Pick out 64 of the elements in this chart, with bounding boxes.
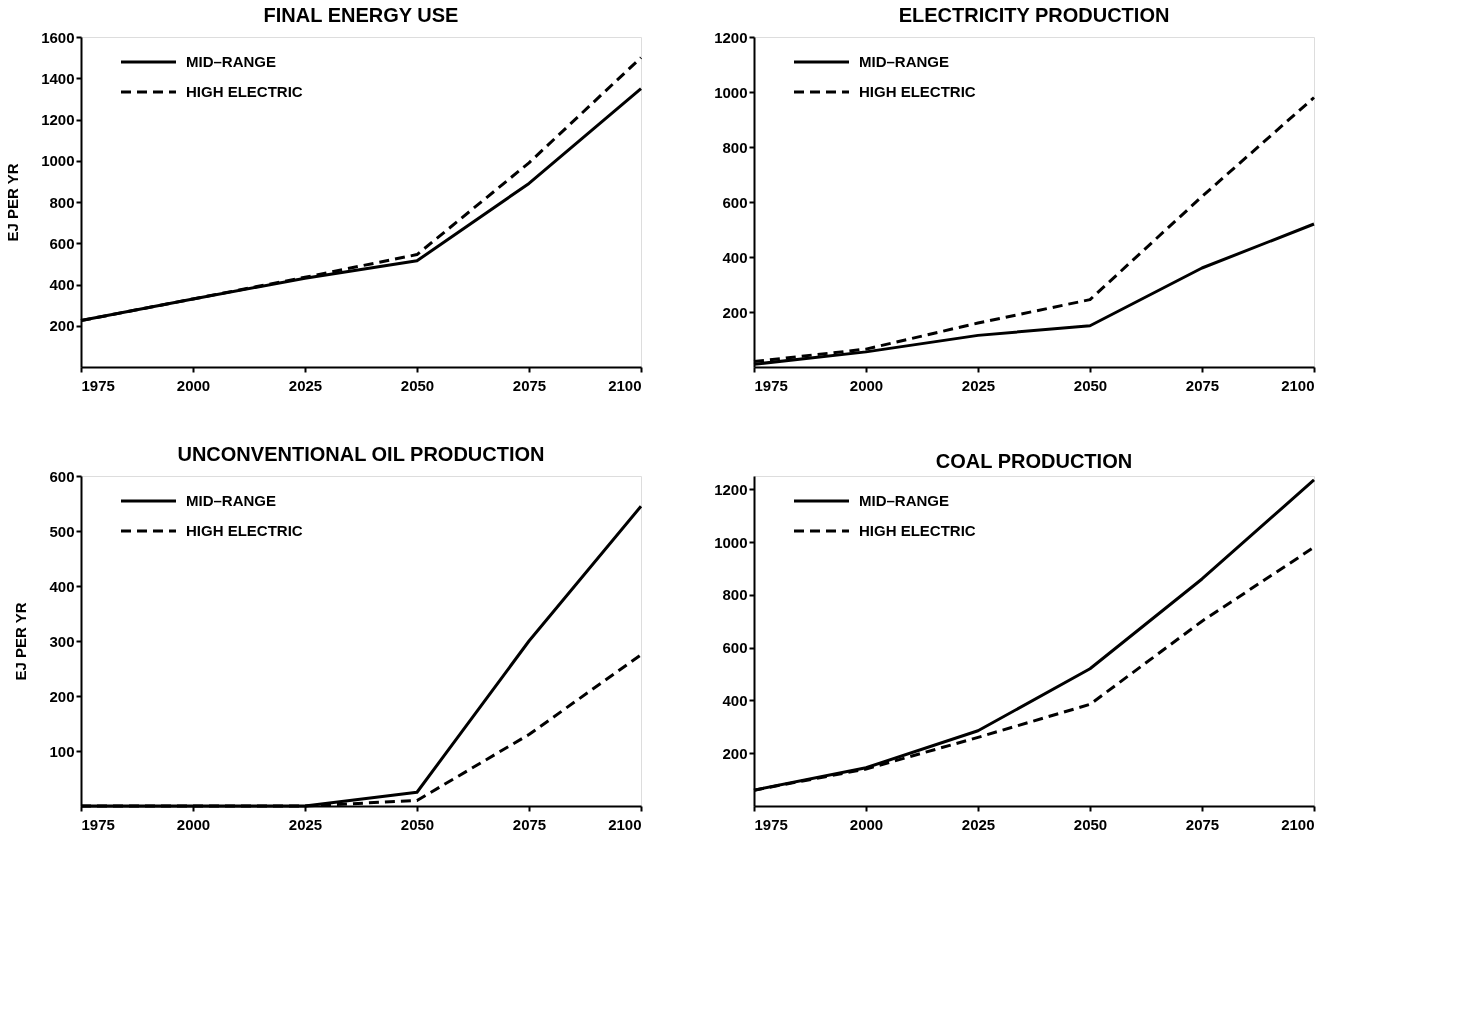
y-tick-label: 1400	[41, 69, 75, 87]
y-tick-label: 1000	[714, 533, 748, 551]
y-tick-label: 1600	[41, 28, 75, 46]
y-tick-label: 800	[722, 138, 748, 156]
y-tick-label: 600	[49, 234, 75, 252]
y-axis-title: EJ PER YR	[12, 602, 30, 681]
legend-label: MID–RANGE	[859, 53, 950, 70]
legend-label: MID–RANGE	[859, 492, 950, 509]
y-tick-label: 400	[722, 691, 748, 709]
y-tick-label: 1200	[41, 111, 75, 128]
x-tick-label: 2025	[288, 376, 323, 394]
x-tick-label: 2100	[608, 815, 642, 833]
y-tick-label: 800	[49, 193, 75, 211]
x-tick-label: 2050	[1073, 376, 1108, 394]
x-tick-label: 2000	[849, 376, 884, 394]
x-tick-label: 2025	[961, 815, 996, 833]
chart-title: UNCONVENTIONAL OIL PRODUCTION	[177, 443, 545, 465]
x-tick-label: 2050	[1073, 815, 1108, 833]
chart-title: COAL PRODUCTION	[935, 450, 1133, 472]
y-tick-label: 400	[722, 248, 748, 266]
y-tick-label: 500	[49, 522, 75, 540]
x-tick-label: 2075	[512, 376, 547, 394]
y-tick-label: 600	[49, 467, 75, 485]
y-tick-label: 200	[722, 744, 748, 762]
legend-label: HIGH ELECTRIC	[859, 522, 976, 539]
chart-title: FINAL ENERGY USE	[263, 4, 459, 26]
y-axis-title: EJ PER YR	[4, 163, 22, 242]
y-tick-label: 1000	[714, 83, 748, 101]
legend-label: HIGH ELECTRIC	[859, 83, 976, 100]
y-tick-label: 600	[722, 639, 748, 657]
x-tick-label: 2100	[608, 376, 642, 394]
x-tick-label: 2075	[512, 815, 547, 833]
y-tick-label: 1200	[714, 28, 748, 46]
y-tick-label: 400	[49, 276, 75, 293]
x-tick-label: 2050	[400, 376, 435, 394]
x-tick-label: 1975	[754, 376, 788, 394]
x-tick-label: 1975	[81, 815, 115, 833]
y-tick-label: 1000	[41, 152, 75, 170]
y-tick-label: 400	[49, 577, 75, 595]
legend-label: MID–RANGE	[186, 492, 277, 509]
x-tick-label: 2100	[1281, 376, 1315, 394]
legend-label: MID–RANGE	[186, 53, 277, 70]
x-tick-label: 2000	[849, 815, 884, 833]
y-tick-label: 1200	[714, 480, 748, 498]
x-tick-label: 2025	[961, 376, 996, 394]
x-tick-label: 2025	[288, 815, 323, 833]
x-tick-label: 1975	[81, 376, 115, 394]
y-tick-label: 200	[49, 317, 75, 335]
x-tick-label: 1975	[754, 815, 788, 833]
y-tick-label: 200	[722, 303, 748, 321]
y-tick-label: 600	[722, 193, 748, 211]
x-tick-label: 2000	[176, 376, 211, 394]
chart-title: ELECTRICITY PRODUCTION	[898, 4, 1170, 26]
legend-label: HIGH ELECTRIC	[186, 522, 303, 539]
x-tick-label: 2100	[1281, 815, 1315, 833]
y-tick-label: 300	[49, 632, 75, 650]
x-tick-label: 2075	[1185, 376, 1220, 394]
legend-label: HIGH ELECTRIC	[186, 83, 303, 100]
x-tick-label: 2075	[1185, 815, 1220, 833]
y-tick-label: 100	[49, 742, 75, 760]
y-tick-label: 800	[722, 586, 748, 604]
x-tick-label: 2000	[176, 815, 211, 833]
y-tick-label: 200	[49, 687, 75, 705]
x-tick-label: 2050	[400, 815, 435, 833]
